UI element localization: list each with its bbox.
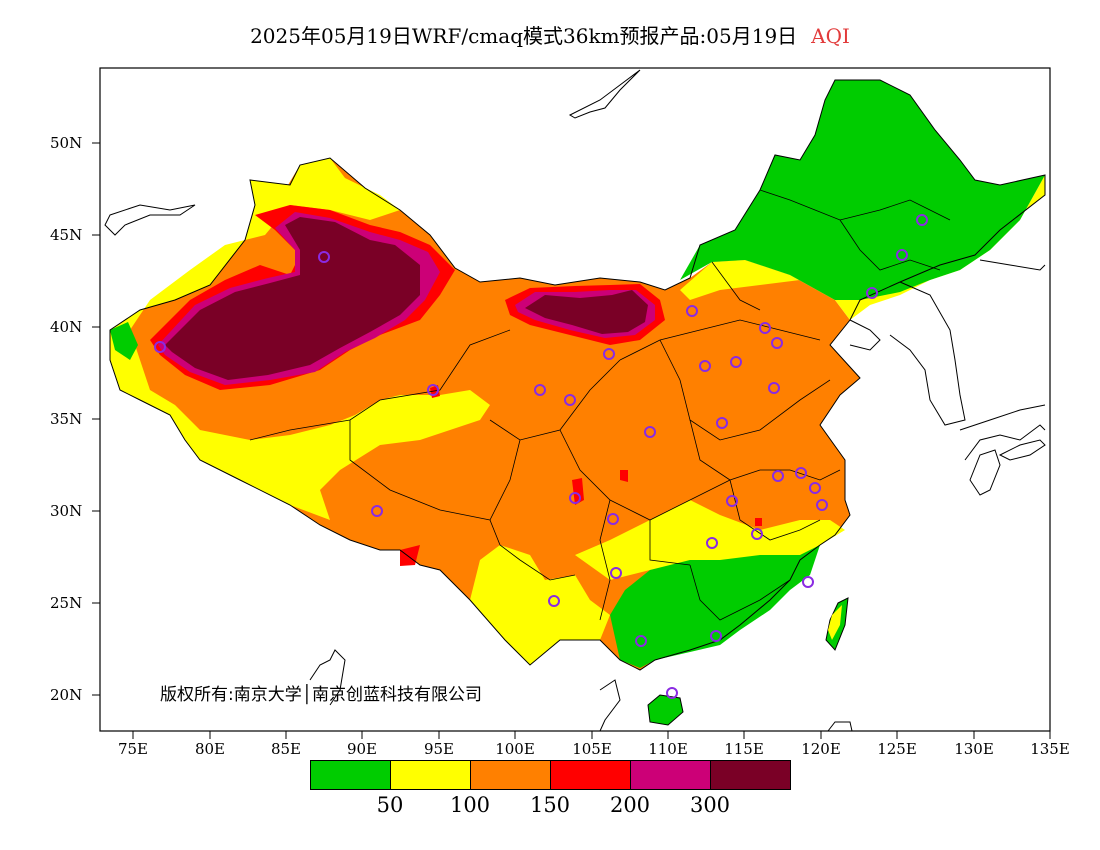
legend-swatch-red (550, 760, 631, 790)
title-main: 2025年05月19日WRF/cmaq模式36km预报产品:05月19日 (250, 24, 798, 48)
legend-label-50: 50 (376, 793, 404, 817)
legend-label-150: 150 (529, 793, 571, 817)
legend-label-100: 100 (449, 793, 491, 817)
x-tick-110e: 110E (648, 740, 688, 758)
y-tick-35n: 35N (50, 410, 83, 428)
y-tick-45n: 45N (50, 226, 83, 244)
legend-swatch-magenta (630, 760, 711, 790)
title-variable: AQI (811, 24, 850, 48)
x-tick-95e: 95E (423, 740, 455, 758)
x-tick-115e: 115E (724, 740, 764, 758)
x-tick-80e: 80E (194, 740, 226, 758)
legend-swatch-orange (470, 760, 551, 790)
aqi-zone-green-northeast (680, 80, 1045, 300)
coastlines (104, 69, 1046, 732)
aqi-zone-green-south (610, 545, 820, 668)
aqi-zone-hainan (647, 694, 684, 726)
legend-swatch-green (310, 760, 391, 790)
y-tick-25n: 25N (50, 594, 83, 612)
x-tick-130e: 130E (954, 740, 994, 758)
station-markers (154, 214, 928, 699)
aqi-zone-maroon-inner-mongolia (525, 290, 648, 334)
axis-ticks (92, 142, 1051, 739)
legend-label-300: 300 (689, 793, 731, 817)
x-tick-100e: 100E (495, 740, 535, 758)
aqi-zone-maroon-west (165, 217, 420, 380)
y-tick-20n: 20N (50, 686, 83, 704)
copyright-text: 版权所有:南京大学│南京创蓝科技有限公司 (160, 685, 482, 705)
legend-swatch-maroon (710, 760, 791, 790)
x-tick-125e: 125E (877, 740, 917, 758)
y-tick-30n: 30N (50, 502, 83, 520)
x-tick-85e: 85E (270, 740, 302, 758)
x-tick-90e: 90E (346, 740, 378, 758)
legend-label-200: 200 (609, 793, 651, 817)
province-borders (249, 189, 951, 621)
x-tick-120e: 120E (801, 740, 841, 758)
aqi-zone-yellow-west (110, 158, 490, 520)
map-title: 2025年05月19日WRF/cmaq模式36km预报产品:05月19日 AQI (0, 20, 1100, 49)
x-tick-135e: 135E (1030, 740, 1070, 758)
y-tick-50n: 50N (50, 134, 83, 152)
x-tick-75e: 75E (117, 740, 149, 758)
legend-swatch-yellow (390, 760, 471, 790)
x-tick-105e: 105E (572, 740, 612, 758)
y-tick-40n: 40N (50, 318, 83, 336)
